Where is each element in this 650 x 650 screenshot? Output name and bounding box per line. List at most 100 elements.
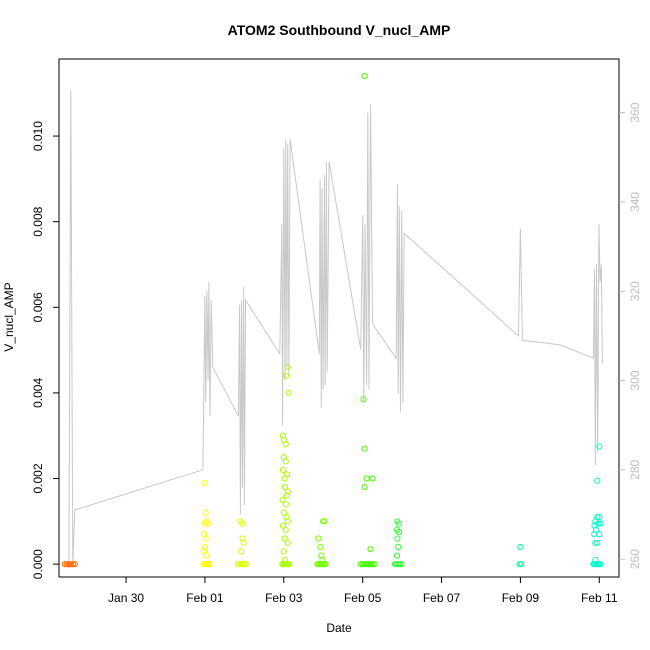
data-point-s5-5 (361, 484, 368, 491)
data-point-s3-19 (279, 522, 287, 529)
data-point-s6-6 (393, 552, 401, 559)
data-point-s6-4 (394, 535, 401, 542)
data-point-s4-2 (321, 518, 328, 525)
y2-tick-label: 340 (628, 192, 642, 212)
data-point-s3-12 (284, 488, 291, 495)
data-point-s5-9 (361, 561, 368, 568)
x-tick-label: Feb 07 (423, 591, 461, 605)
data-point-s2-2 (239, 535, 246, 542)
x-tick-label: Feb 09 (502, 591, 540, 605)
data-point-s3-16 (280, 509, 287, 516)
data-point-s6-11 (398, 561, 405, 568)
data-point-s0-1 (63, 561, 71, 568)
y2-tick-label: 260 (628, 549, 642, 569)
data-point-s2-1 (239, 520, 246, 527)
y2-tick-label: 280 (628, 459, 642, 479)
data-point-s1-0 (201, 479, 208, 486)
axes-layer: Jan 30 Feb 01 Feb 03 Feb 05 Feb 07 Feb 09 Feb … (31, 58, 642, 605)
x-tick-label: Feb 05 (344, 591, 382, 605)
y2-tick-label: 320 (628, 281, 642, 301)
data-point-s5-11 (365, 561, 372, 568)
data-point-s8-9 (591, 531, 598, 538)
y2-tick-label: 360 (628, 102, 642, 122)
data-point-s8-12 (594, 539, 601, 546)
y-tick-label: 0.004 (31, 378, 45, 408)
data-point-s8-6 (597, 520, 604, 527)
data-point-s3-22 (284, 539, 291, 546)
data-point-s0-3 (67, 561, 74, 568)
x-tick-label: Jan 30 (108, 591, 144, 605)
data-point-s5-14 (371, 561, 378, 568)
data-point-s5-10 (363, 561, 370, 568)
data-point-s4-3 (317, 543, 324, 551)
data-point-s5-2 (361, 445, 368, 452)
data-point-s8-10 (596, 531, 603, 538)
data-point-s8-0 (596, 443, 603, 450)
data-point-s3-10 (281, 475, 288, 482)
y-tick-label: 0.002 (31, 463, 45, 493)
data-point-s5-7 (357, 561, 364, 568)
data-point-s1-6 (202, 535, 209, 542)
data-point-s3-15 (282, 501, 289, 508)
data-point-s3-14 (279, 496, 286, 503)
data-point-s5-4 (369, 475, 376, 482)
data-point-s3-13 (283, 492, 290, 499)
secondary-series-line (68, 90, 603, 569)
data-point-s6-5 (395, 543, 402, 551)
data-point-s2-4 (238, 548, 245, 555)
data-point-s3-21 (281, 535, 288, 542)
data-point-s4-0 (315, 535, 322, 542)
data-point-s5-3 (363, 475, 370, 482)
y-tick-label: 0.008 (31, 206, 45, 236)
data-point-s7-0 (517, 543, 524, 551)
x-tick-label: Feb 11 (581, 591, 618, 605)
data-point-s3-18 (284, 518, 291, 525)
data-point-s3-23 (280, 548, 287, 555)
data-point-s0-4 (69, 561, 76, 568)
data-point-s4-13 (322, 561, 329, 568)
data-point-s1-7 (201, 543, 208, 551)
data-point-s5-6 (367, 546, 374, 553)
y-tick-label: 0.006 (31, 292, 45, 322)
plot-frame (58, 58, 620, 578)
x-tick-label: Feb 01 (186, 591, 224, 605)
data-point-s7-2 (518, 561, 525, 568)
data-point-s0-5 (71, 561, 78, 568)
data-point-s3-11 (281, 484, 289, 491)
data-point-s6-3 (395, 528, 402, 536)
data-point-s3-0 (284, 364, 291, 371)
y-tick-label: 0.000 (31, 549, 45, 579)
data-point-s3-3 (279, 432, 287, 439)
data-point-s3-1 (283, 372, 290, 379)
data-points-layer (61, 73, 604, 568)
y-tick-label: 0.010 (31, 121, 45, 151)
secondary-line-layer (68, 90, 603, 569)
data-point-s2-10 (234, 561, 242, 568)
data-point-s6-1 (395, 520, 402, 527)
data-point-s1-4 (205, 520, 212, 527)
data-point-s5-8 (359, 561, 366, 568)
data-point-s2-3 (240, 539, 247, 546)
data-point-s8-3 (596, 514, 603, 521)
data-point-s3-5 (282, 441, 289, 448)
data-point-s0-0 (61, 561, 69, 568)
data-point-s1-15 (206, 561, 213, 568)
data-point-s8-11 (592, 539, 599, 546)
data-point-s3-20 (282, 526, 289, 534)
data-point-s5-0 (361, 73, 368, 80)
data-point-s1-9 (203, 552, 210, 559)
data-point-s5-13 (369, 561, 376, 568)
data-point-s8-20 (597, 561, 604, 568)
data-point-s3-17 (283, 514, 290, 521)
x-axis-label: Date (326, 621, 352, 635)
y-axis-label: V_nucl_AMP (2, 282, 16, 351)
data-point-s3-31 (286, 561, 293, 568)
data-point-s1-1 (202, 509, 209, 516)
data-point-s3-7 (282, 458, 289, 465)
chart-title: ATOM2 Southbound V_nucl_AMP (228, 22, 451, 38)
data-point-s3-2 (285, 389, 292, 396)
data-point-s5-1 (360, 396, 367, 403)
data-point-s5-12 (367, 561, 374, 568)
data-point-s0-2 (65, 561, 73, 568)
